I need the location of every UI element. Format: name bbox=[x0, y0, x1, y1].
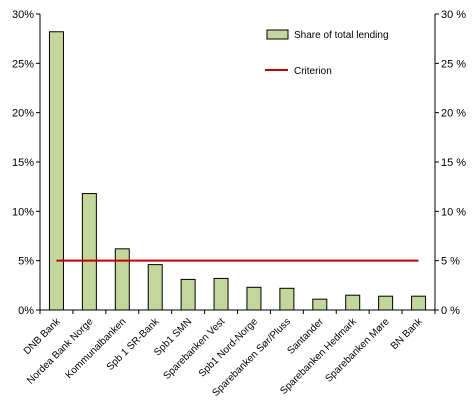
right-y-axis-labels: 0 % 5 % 10 % 15 % 20 % 25 % 30 % bbox=[441, 9, 466, 317]
bar bbox=[48, 31, 64, 311]
left-y-tick-label: 0% bbox=[18, 305, 34, 317]
bar bbox=[378, 295, 394, 311]
bar bbox=[345, 294, 361, 311]
bar bbox=[246, 286, 262, 311]
left-y-tick-label: 25% bbox=[12, 58, 34, 70]
right-y-tick-label: 5 % bbox=[441, 256, 460, 268]
bar bbox=[114, 248, 130, 311]
legend-swatch-share bbox=[266, 29, 289, 40]
right-y-tick-label: 30 % bbox=[441, 9, 466, 21]
bar bbox=[147, 264, 163, 311]
bar bbox=[180, 278, 196, 311]
right-y-tick-label: 20 % bbox=[441, 108, 466, 120]
legend: Share of total lending Criterion bbox=[265, 29, 389, 77]
bars bbox=[48, 31, 427, 311]
left-y-tick-label: 15% bbox=[12, 157, 34, 169]
bar bbox=[81, 193, 97, 311]
left-y-tick-label: 20% bbox=[12, 108, 34, 120]
category-label: Sparebanken Vest bbox=[162, 316, 228, 382]
left-y-tick-label: 10% bbox=[12, 206, 34, 218]
right-y-tick-label: 25 % bbox=[441, 58, 466, 70]
legend-label-criterion: Criterion bbox=[294, 66, 332, 77]
right-y-tick-label: 0 % bbox=[441, 305, 460, 317]
bar bbox=[213, 277, 229, 311]
bar bbox=[411, 295, 427, 311]
category-label: BN Bank bbox=[389, 316, 425, 352]
bar bbox=[279, 287, 295, 311]
left-y-axis-labels: 0% 5% 10% 15% 20% 25% 30% bbox=[12, 9, 34, 317]
bar bbox=[312, 298, 328, 311]
category-label: Sparebanken Møre bbox=[323, 316, 392, 385]
category-label: Spb1 Nord-Norge bbox=[197, 316, 261, 380]
axes bbox=[36, 13, 439, 314]
right-y-tick-label: 15 % bbox=[441, 157, 466, 169]
left-y-tick-label: 5% bbox=[18, 256, 34, 268]
left-y-tick-label: 30% bbox=[12, 9, 34, 21]
category-label: Kommunalbanken bbox=[64, 316, 129, 381]
legend-label-share: Share of total lending bbox=[294, 30, 389, 41]
right-y-tick-label: 10 % bbox=[441, 206, 466, 218]
